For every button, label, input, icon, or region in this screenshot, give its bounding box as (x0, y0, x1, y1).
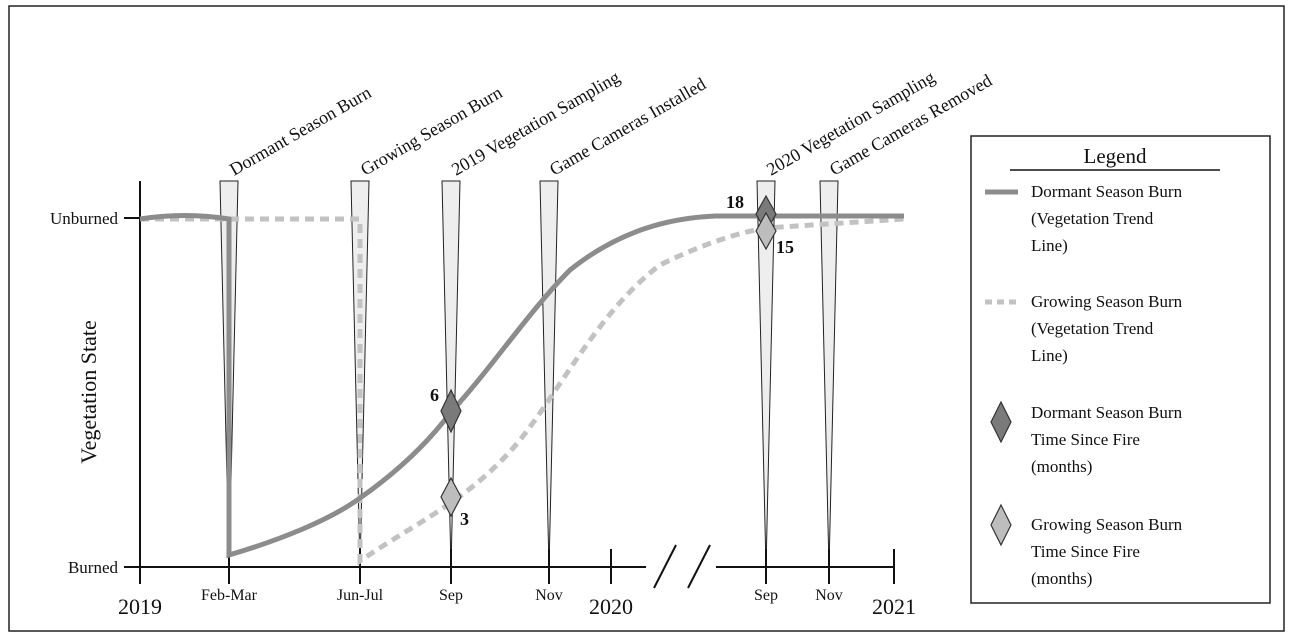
legend-item-2-line3: Line) (1031, 346, 1068, 365)
wedge-2019-sampling (441, 180, 461, 569)
legend-swatch-dormant-marker (990, 400, 1012, 444)
legend-item-1-line1: Dormant Season Burn (1031, 182, 1183, 201)
growing-marker-2020 (755, 211, 777, 251)
growing-season-trend-line (140, 216, 905, 566)
x-year-2021: 2021 (872, 594, 916, 619)
x-label-feb-mar: Feb-Mar (201, 587, 258, 604)
y-axis-title: Vegetation State (76, 320, 101, 464)
legend-item-4-line2: Time Since Fire (1031, 542, 1140, 561)
legend-item-1-line3: Line) (1031, 236, 1068, 255)
legend-item-2-line1: Growing Season Burn (1031, 292, 1183, 311)
markers (440, 194, 777, 518)
legend-item-2-line2: (Vegetation Trend (1031, 319, 1154, 338)
dormant-marker-2019 (440, 388, 462, 434)
marker-label-growing-2019: 3 (460, 509, 469, 529)
x-label-nov-2019: Nov (535, 587, 563, 604)
x-year-2020: 2020 (589, 594, 633, 619)
x-label-jun-jul: Jun-Jul (337, 587, 384, 604)
y-label-burned: Burned (68, 558, 119, 577)
legend-item-3-line1: Dormant Season Burn (1031, 403, 1183, 422)
axis-break-mark-1 (653, 544, 677, 589)
x-label-nov-2020: Nov (815, 587, 843, 604)
wedge-cameras-installed (539, 180, 559, 569)
x-label-sep-2020: Sep (754, 587, 778, 604)
legend-item-1-line2: (Vegetation Trend (1031, 209, 1154, 228)
legend-title: Legend (1084, 144, 1147, 168)
wedge-2020-sampling (756, 180, 776, 569)
legend-swatch-growing-marker (990, 503, 1012, 547)
marker-label-dormant-2019: 6 (430, 385, 439, 405)
growing-marker-2019 (440, 476, 462, 518)
x-label-sep-2019: Sep (439, 587, 463, 604)
legend-box (970, 135, 1271, 604)
legend-item-3-line3: (months) (1031, 457, 1092, 476)
marker-label-growing-2020: 15 (776, 237, 794, 257)
marker-label-dormant-2020: 18 (726, 192, 744, 212)
axis-break-mark-2 (687, 544, 711, 589)
legend: Legend Dormant Season Burn (Vegetation T… (970, 135, 1271, 604)
wedge-cameras-removed (819, 180, 839, 569)
y-label-unburned: Unburned (50, 209, 118, 228)
dormant-season-trend-line (139, 213, 904, 559)
legend-item-3-line2: Time Since Fire (1031, 430, 1140, 449)
x-year-2019: 2019 (118, 594, 162, 619)
legend-item-4-line1: Growing Season Burn (1031, 515, 1183, 534)
legend-item-4-line3: (months) (1031, 569, 1092, 588)
